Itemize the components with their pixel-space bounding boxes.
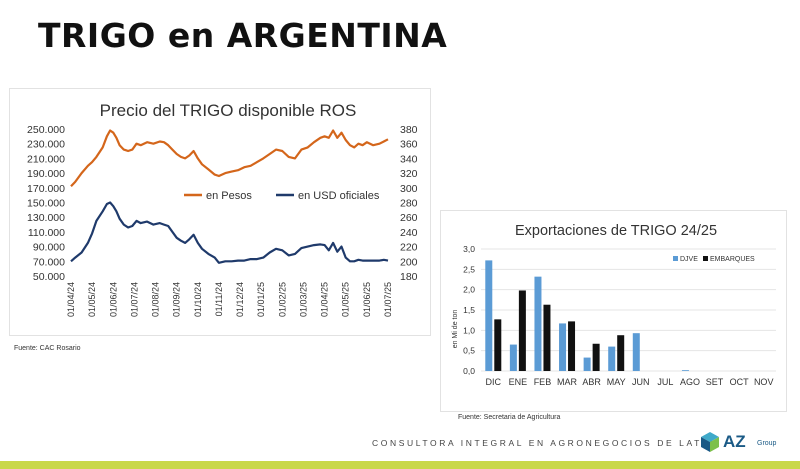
legend-label: DJVE xyxy=(680,256,698,263)
right-axis-tick: 180 xyxy=(400,271,418,283)
footer-text: CONSULTORA INTEGRAL EN AGRONEGOCIOS DE L… xyxy=(372,438,720,448)
right-axis-tick: 360 xyxy=(400,139,418,151)
bar xyxy=(543,304,551,371)
right-axis-tick: 300 xyxy=(400,183,418,195)
bar xyxy=(608,346,616,371)
left-axis-tick: 150.000 xyxy=(27,198,65,210)
legend-swatch xyxy=(673,256,678,261)
bar xyxy=(485,260,493,371)
right-axis-tick: 340 xyxy=(400,153,418,165)
right-axis-tick: 240 xyxy=(400,227,418,239)
bar xyxy=(534,276,542,371)
exports-bar-chart: Exportaciones de TRIGO 24/25 en Mi de to… xyxy=(452,223,776,387)
x-axis-tick: AGO xyxy=(680,377,700,387)
bar xyxy=(592,343,600,371)
y-axis-tick: 2,5 xyxy=(463,264,475,274)
x-axis-tick: 01/10/24 xyxy=(193,282,203,317)
legend-label: en USD oficiales xyxy=(298,190,380,202)
x-axis-tick: DIC xyxy=(486,377,502,387)
left-axis-tick: 130.000 xyxy=(27,212,65,224)
x-axis-tick: 01/07/25 xyxy=(383,282,393,317)
x-axis-tick: JUL xyxy=(657,377,673,387)
bar xyxy=(559,323,567,371)
right-axis-tick: 280 xyxy=(400,198,418,210)
x-axis-tick: SET xyxy=(706,377,724,387)
left-axis-tick: 90.000 xyxy=(33,242,65,254)
x-axis-tick: FEB xyxy=(534,377,552,387)
x-axis-tick: 01/06/24 xyxy=(108,282,118,317)
page-title: TRIGO en ARGENTINA xyxy=(38,16,448,55)
exports-chart-panel: Exportaciones de TRIGO 24/25 en Mi de to… xyxy=(440,210,787,412)
y-axis-tick: 3,0 xyxy=(463,244,475,254)
left-axis-tick: 250.000 xyxy=(27,124,65,136)
x-axis-tick: ENE xyxy=(509,377,528,387)
left-axis-tick: 190.000 xyxy=(27,168,65,180)
price-chart-source: Fuente: CAC Rosario xyxy=(14,345,81,352)
x-axis-tick: NOV xyxy=(754,377,774,387)
x-axis-tick: 01/01/25 xyxy=(256,282,266,317)
bar xyxy=(494,319,502,371)
series-line xyxy=(70,129,389,188)
x-axis-tick: 01/03/25 xyxy=(298,282,308,317)
cube-icon xyxy=(701,432,719,452)
x-axis-tick: 01/08/24 xyxy=(151,282,161,317)
right-axis-tick: 260 xyxy=(400,212,418,224)
y-axis-tick: 1,0 xyxy=(463,325,475,335)
legend-swatch xyxy=(703,256,708,261)
series-line xyxy=(70,201,389,264)
bottom-accent-bar xyxy=(0,461,800,469)
x-axis-tick: OCT xyxy=(730,377,750,387)
right-axis-tick: 380 xyxy=(400,124,418,136)
az-group-logo: AZ Group xyxy=(700,431,790,453)
left-axis-tick: 50.000 xyxy=(33,271,65,283)
bar xyxy=(583,357,591,371)
legend-label: en Pesos xyxy=(206,190,252,202)
bar xyxy=(568,321,576,371)
x-axis-tick: JUN xyxy=(632,377,650,387)
legend-label: EMBARQUES xyxy=(710,256,755,263)
exports-chart-title: Exportaciones de TRIGO 24/25 xyxy=(515,223,717,239)
price-chart-title: Precio del TRIGO disponible ROS xyxy=(100,101,357,120)
x-axis-tick: 01/06/25 xyxy=(362,282,372,317)
left-axis-tick: 170.000 xyxy=(27,183,65,195)
logo-subtext: Group xyxy=(757,440,777,447)
x-axis-tick: MAR xyxy=(557,377,578,387)
x-axis-tick: ABR xyxy=(582,377,601,387)
right-axis-tick: 200 xyxy=(400,256,418,268)
price-line-chart: Precio del TRIGO disponible ROS 250.000 2… xyxy=(27,101,418,317)
bar xyxy=(509,344,517,371)
bar xyxy=(518,290,526,371)
x-axis-tick: 01/05/25 xyxy=(341,282,351,317)
right-axis-tick: 320 xyxy=(400,168,418,180)
price-chart-panel: Precio del TRIGO disponible ROS 250.000 2… xyxy=(9,88,431,336)
left-axis-tick: 210.000 xyxy=(27,153,65,165)
x-axis-tick: 01/04/25 xyxy=(320,282,330,317)
left-axis-tick: 110.000 xyxy=(28,227,65,239)
exports-y-axis-label: en Mi de ton xyxy=(452,310,459,349)
x-axis-tick: 01/05/24 xyxy=(87,282,97,317)
y-axis-tick: 0,5 xyxy=(463,346,475,356)
x-axis-tick: 01/02/25 xyxy=(277,282,287,317)
logo-text: AZ xyxy=(723,432,746,451)
x-axis-tick: MAY xyxy=(607,377,626,387)
x-axis-tick: 01/04/24 xyxy=(66,282,76,317)
left-axis-tick: 230.000 xyxy=(27,139,65,151)
bar xyxy=(681,370,689,371)
y-axis-tick: 2,0 xyxy=(463,285,475,295)
x-axis-tick: 01/07/24 xyxy=(129,282,139,317)
bar xyxy=(632,333,640,371)
x-axis-tick: 01/11/24 xyxy=(214,282,224,316)
x-axis-tick: 01/09/24 xyxy=(172,282,182,317)
bar xyxy=(617,335,625,371)
y-axis-tick: 1,5 xyxy=(463,305,475,315)
right-axis-tick: 220 xyxy=(400,242,418,254)
x-axis-tick: 01/12/24 xyxy=(235,282,245,317)
y-axis-tick: 0,0 xyxy=(463,366,475,376)
exports-chart-source: Fuente: Secretaria de Agricultura xyxy=(458,414,561,421)
left-axis-tick: 70.000 xyxy=(33,256,65,268)
